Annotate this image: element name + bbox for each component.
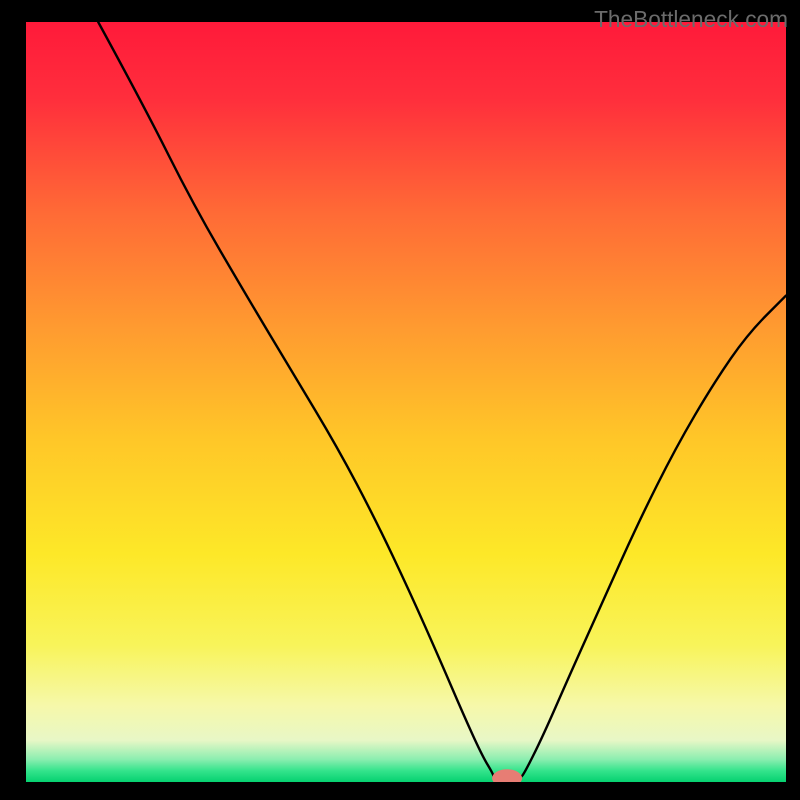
gradient-background <box>26 22 786 782</box>
attribution-label: TheBottleneck.com <box>594 6 788 33</box>
plot-area <box>26 22 786 787</box>
chart-container: TheBottleneck.com <box>0 0 800 800</box>
bottleneck-chart <box>0 0 800 800</box>
